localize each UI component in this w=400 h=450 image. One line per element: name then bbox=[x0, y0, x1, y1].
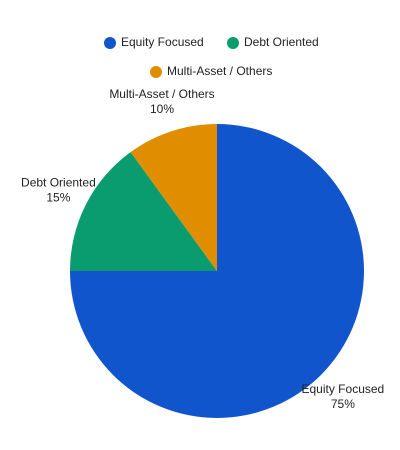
slice-value-label: 15% bbox=[46, 190, 70, 204]
legend-label: Equity Focused bbox=[121, 35, 204, 49]
slice-label: Debt Oriented bbox=[21, 175, 96, 189]
pie-slice bbox=[130, 124, 217, 271]
legend-label: Debt Oriented bbox=[244, 35, 319, 49]
legend-swatch bbox=[150, 66, 162, 78]
pie-slice bbox=[70, 152, 217, 271]
legend-swatch bbox=[227, 37, 239, 49]
slice-value-label: 10% bbox=[150, 102, 174, 116]
slice-label: Equity Focused bbox=[302, 382, 385, 396]
legend-swatch bbox=[104, 37, 116, 49]
legend-label: Multi-Asset / Others bbox=[167, 64, 272, 78]
slice-label: Multi-Asset / Others bbox=[109, 87, 214, 101]
slice-value-label: 75% bbox=[331, 397, 355, 411]
